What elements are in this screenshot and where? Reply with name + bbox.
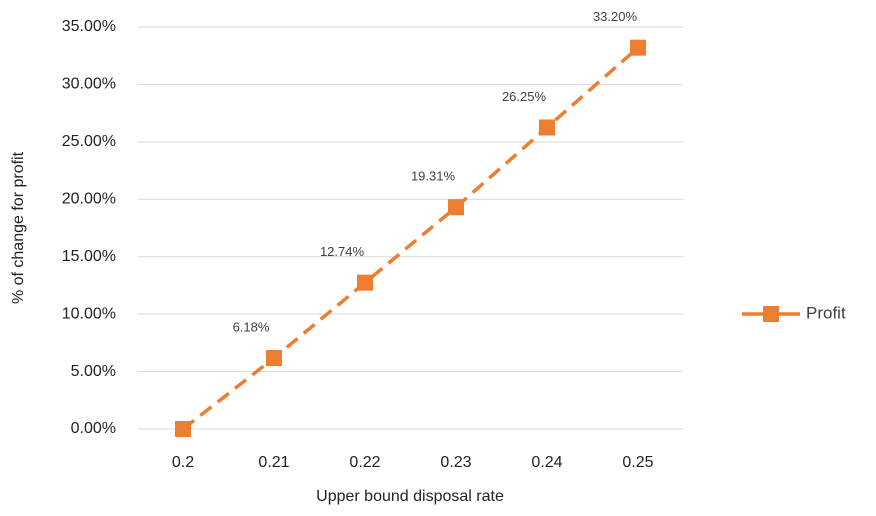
y-tick-label: 20.00% [62, 191, 116, 208]
data-marker [357, 274, 373, 291]
y-tick-label: 10.00% [62, 305, 116, 322]
data-label: 33.20% [593, 9, 638, 24]
data-marker [539, 119, 555, 136]
x-tick-label: 0.24 [531, 454, 562, 471]
data-marker [448, 199, 464, 216]
data-label: 12.74% [320, 244, 365, 259]
y-tick-label: 5.00% [71, 363, 116, 380]
data-line [181, 46, 640, 431]
y-tick-label: 30.00% [62, 76, 116, 93]
y-tick-label: 25.00% [62, 133, 116, 150]
x-tick-label: 0.22 [349, 454, 380, 471]
y-tick-label: 0.00% [71, 420, 116, 437]
x-tick-label: 0.25 [622, 454, 653, 471]
x-tick-label: 0.21 [258, 454, 289, 471]
data-marker [175, 421, 191, 437]
y-axis-title: % of change for profit [10, 151, 27, 304]
legend-label: Profit [806, 303, 846, 322]
x-tick-label: 0.2 [172, 454, 194, 471]
x-axis-title: Upper bound disposal rate [316, 488, 504, 505]
x-tick-label: 0.23 [440, 454, 471, 471]
y-tick-label: 35.00% [62, 18, 116, 35]
legend-marker [763, 306, 779, 322]
data-label: 19.31% [411, 169, 456, 184]
data-marker [630, 39, 646, 56]
data-label: 6.18% [233, 319, 270, 334]
y-tick-label: 15.00% [62, 248, 116, 265]
data-marker [266, 350, 282, 367]
data-label: 26.25% [502, 89, 547, 104]
